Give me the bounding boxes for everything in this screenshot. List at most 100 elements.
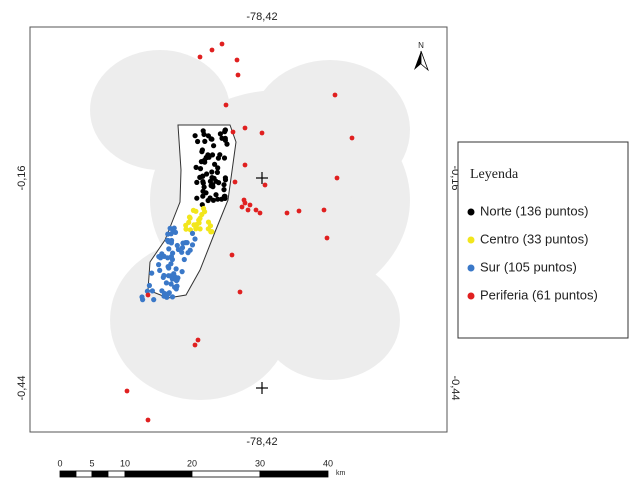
legend-marker xyxy=(468,237,475,244)
scale-label: 5 xyxy=(89,458,94,468)
legend-title: Leyenda xyxy=(470,167,519,182)
point xyxy=(263,183,268,188)
point xyxy=(238,290,243,295)
point xyxy=(240,205,245,210)
point xyxy=(166,238,171,243)
point xyxy=(193,133,198,138)
point xyxy=(233,180,238,185)
point xyxy=(205,152,210,157)
point xyxy=(208,223,213,228)
point xyxy=(248,203,253,208)
point xyxy=(146,293,151,298)
point xyxy=(192,223,197,228)
point xyxy=(202,139,207,144)
point xyxy=(209,229,214,234)
point xyxy=(350,136,355,141)
point xyxy=(224,142,229,147)
point xyxy=(224,103,229,108)
point xyxy=(210,152,215,157)
point xyxy=(235,58,240,63)
point xyxy=(200,194,205,199)
point xyxy=(209,183,214,188)
legend-label: Periferia (61 puntos) xyxy=(480,287,598,302)
point xyxy=(209,136,214,141)
point xyxy=(258,211,263,216)
point xyxy=(180,269,185,274)
point xyxy=(174,286,179,291)
point xyxy=(170,276,175,281)
point xyxy=(179,250,184,255)
point xyxy=(223,136,228,141)
point xyxy=(170,257,175,262)
legend-marker xyxy=(468,209,475,216)
scale-label: 0 xyxy=(57,458,62,468)
point xyxy=(198,55,203,60)
point xyxy=(194,196,199,201)
scale-segment xyxy=(76,471,92,477)
point xyxy=(285,211,290,216)
point xyxy=(164,280,169,285)
point xyxy=(246,208,251,213)
scale-label: 10 xyxy=(120,458,130,468)
point xyxy=(170,251,175,256)
point xyxy=(174,266,179,271)
point xyxy=(220,42,225,47)
right-coordinate: -0,44 xyxy=(449,375,461,400)
point xyxy=(196,338,201,343)
point xyxy=(209,175,214,180)
point xyxy=(166,246,171,251)
legend-marker xyxy=(468,265,475,272)
point xyxy=(196,218,201,223)
point xyxy=(151,297,156,302)
point xyxy=(230,253,235,258)
point xyxy=(221,187,226,192)
point xyxy=(183,223,188,228)
point xyxy=(159,288,164,293)
scale-segment xyxy=(92,471,108,477)
point xyxy=(172,226,177,231)
point xyxy=(194,180,199,185)
point xyxy=(242,198,247,203)
point xyxy=(188,248,193,253)
point xyxy=(161,294,166,299)
point xyxy=(260,131,265,136)
scale-unit: km xyxy=(336,470,346,477)
scale-segment xyxy=(192,471,260,477)
point xyxy=(322,208,327,213)
legend-label: Norte (136 puntos) xyxy=(480,203,588,218)
north-label: N xyxy=(418,41,424,50)
scale-segment xyxy=(60,471,76,477)
point xyxy=(194,165,199,170)
point xyxy=(166,264,171,269)
point xyxy=(175,243,180,248)
point xyxy=(192,236,197,241)
point xyxy=(213,192,218,197)
point xyxy=(216,156,221,161)
point xyxy=(190,231,195,236)
point xyxy=(210,48,215,53)
point xyxy=(198,166,203,171)
point xyxy=(202,158,207,163)
point xyxy=(156,254,161,259)
legend-marker xyxy=(468,293,475,300)
point xyxy=(156,262,161,267)
point xyxy=(200,174,205,179)
point xyxy=(222,194,227,199)
point xyxy=(162,254,167,259)
point xyxy=(171,271,176,276)
point xyxy=(254,208,259,213)
scale-label: 20 xyxy=(187,458,197,468)
legend-label: Sur (105 puntos) xyxy=(480,259,577,274)
point xyxy=(157,268,162,273)
legend-label: Centro (33 puntos) xyxy=(480,231,588,246)
point xyxy=(222,155,227,160)
point xyxy=(200,147,205,152)
point xyxy=(223,175,228,180)
scale-label: 40 xyxy=(323,458,333,468)
point xyxy=(175,275,180,280)
point xyxy=(231,130,236,135)
bottom-coordinate: -78,42 xyxy=(246,436,277,448)
point xyxy=(218,131,223,136)
left-coordinate: -0,16 xyxy=(16,165,28,190)
